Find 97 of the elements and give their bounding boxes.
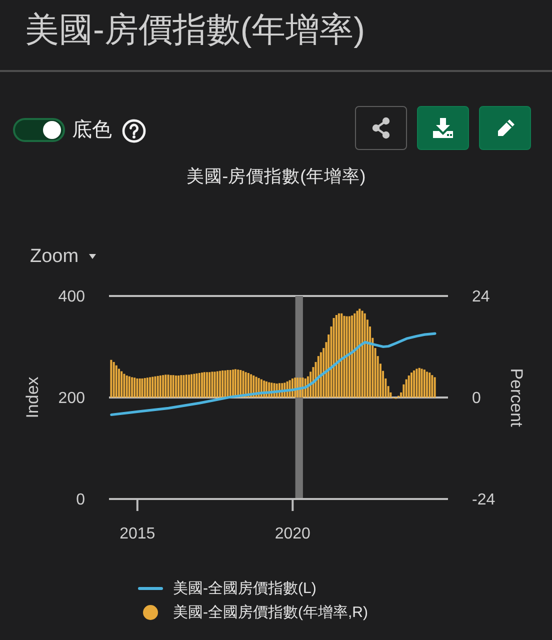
bar: [426, 372, 428, 398]
bar: [364, 313, 366, 398]
bar: [154, 376, 156, 398]
bar: [115, 365, 118, 398]
y-axis-title: Index: [23, 376, 42, 418]
bar: [234, 369, 236, 398]
bar: [180, 375, 182, 398]
bar: [242, 370, 244, 398]
bar: [361, 310, 364, 398]
y-tick-label: 200: [58, 390, 86, 408]
bar: [348, 316, 350, 398]
bar: [112, 362, 115, 398]
bar: [350, 315, 353, 398]
bar: [317, 356, 320, 398]
bar: [149, 377, 152, 398]
bar: [229, 370, 232, 398]
bar: [178, 376, 180, 398]
bar: [216, 371, 218, 398]
bar: [335, 315, 338, 398]
bar: [193, 374, 196, 398]
bar: [164, 374, 167, 398]
bar: [405, 379, 408, 398]
bar: [146, 378, 148, 398]
bar: [196, 373, 198, 398]
chart-title: 美國-房價指數(年增率): [25, 10, 365, 50]
y-tick-label: 400: [58, 288, 86, 306]
bar: [226, 370, 229, 398]
bar: [410, 372, 413, 398]
bar: [346, 316, 348, 398]
bar: [120, 371, 123, 398]
bar: [118, 368, 120, 398]
bar: [224, 370, 226, 398]
bar: [123, 374, 126, 398]
bar: [203, 372, 206, 398]
bar: [211, 372, 214, 398]
y2-tick-label: 24: [472, 288, 490, 306]
bar: [428, 372, 431, 398]
bar: [340, 313, 343, 398]
bar: [431, 375, 434, 398]
bar: [413, 370, 416, 398]
bar: [222, 370, 224, 398]
bar: [208, 372, 211, 398]
bar: [141, 378, 144, 398]
bar: [332, 318, 335, 398]
x-tick-label: 2020: [274, 525, 311, 542]
bar: [206, 372, 208, 398]
bar: [244, 372, 247, 398]
bar: [358, 308, 361, 398]
bar: [128, 376, 130, 398]
y-tick-label: 0: [76, 492, 86, 509]
bar: [167, 374, 170, 398]
bar: [172, 375, 174, 398]
bar: [170, 375, 172, 398]
bar: [198, 372, 200, 398]
bar: [320, 352, 322, 398]
legend-label: 美國-全國房價指數(L): [173, 578, 316, 598]
bar: [182, 375, 185, 398]
bar: [201, 372, 203, 398]
bar: [110, 360, 112, 398]
bar: [338, 313, 340, 398]
y2-axis-title: Percent: [506, 368, 526, 428]
x-tick-label: 2015: [120, 525, 156, 542]
bar: [237, 370, 240, 398]
bar: [416, 368, 418, 398]
bar: [188, 374, 190, 398]
bar: [214, 372, 216, 398]
bar: [423, 370, 426, 398]
bar: [136, 378, 138, 398]
bar: [156, 376, 159, 398]
bar: [219, 370, 222, 398]
bar: [174, 376, 177, 398]
text: 底色: [72, 118, 112, 143]
bar: [134, 378, 136, 398]
text: Zoom: [30, 245, 79, 269]
bar: [240, 370, 242, 398]
bar: [144, 378, 146, 398]
bar: [126, 376, 128, 398]
chart-subtitle: 美國-房價指數(年增率): [185, 165, 367, 188]
bar: [434, 377, 436, 398]
bar: [138, 378, 141, 398]
bar: [152, 376, 154, 398]
bar: [162, 375, 164, 398]
bar: [356, 310, 358, 398]
bar: [420, 368, 423, 398]
bar: [131, 377, 134, 398]
bar: [185, 374, 188, 398]
bar: [418, 368, 420, 398]
y2-tick-label: 0: [472, 390, 481, 408]
bar: [190, 374, 193, 398]
bar: [159, 376, 162, 398]
legend-label: 美國-全國房價指數(年增率,R): [173, 602, 368, 622]
bar: [354, 313, 356, 398]
line-series: [110, 332, 436, 416]
y2-tick-label: -24: [472, 492, 496, 509]
bar: [343, 316, 346, 398]
bar: [232, 370, 234, 398]
bar: [408, 376, 410, 398]
